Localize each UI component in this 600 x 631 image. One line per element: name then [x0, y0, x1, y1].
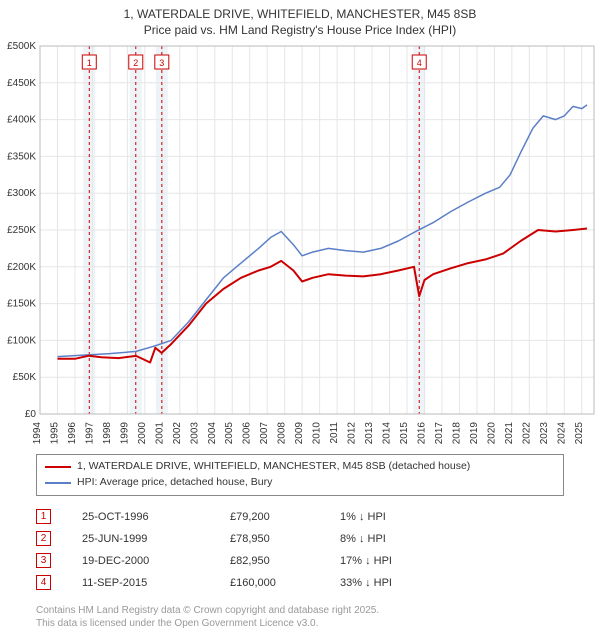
- legend-label-price-paid: 1, WATERDALE DRIVE, WHITEFIELD, MANCHEST…: [77, 459, 470, 475]
- events-table: 125-OCT-1996£79,2001% ↓ HPI225-JUN-1999£…: [36, 506, 564, 594]
- svg-text:2009: 2009: [294, 422, 305, 445]
- legend-label-hpi: HPI: Average price, detached house, Bury: [77, 475, 272, 491]
- svg-text:2023: 2023: [539, 422, 550, 445]
- event-date: 25-OCT-1996: [82, 511, 230, 523]
- svg-text:£150K: £150K: [7, 299, 36, 310]
- chart-area: £0 £50K £100K £150K £200K £250K £300K £350K £400…: [0, 38, 600, 448]
- event-price: £82,950: [230, 555, 340, 567]
- svg-text:2015: 2015: [399, 422, 410, 445]
- svg-text:£400K: £400K: [7, 115, 36, 126]
- footer-line2: This data is licensed under the Open Gov…: [36, 617, 564, 631]
- svg-text:4: 4: [417, 58, 422, 68]
- svg-text:2006: 2006: [242, 422, 253, 445]
- footer-line1: Contains HM Land Registry data © Crown c…: [36, 604, 564, 618]
- event-marker: 4: [36, 575, 51, 590]
- event-marker: 1: [36, 509, 51, 524]
- svg-text:1998: 1998: [102, 422, 113, 445]
- legend-swatch-price-paid: [45, 466, 71, 468]
- svg-text:1997: 1997: [84, 422, 95, 445]
- svg-text:2020: 2020: [486, 422, 497, 445]
- svg-text:1999: 1999: [119, 422, 130, 445]
- svg-text:2012: 2012: [347, 422, 358, 445]
- svg-text:2019: 2019: [469, 422, 480, 445]
- footer-attribution: Contains HM Land Registry data © Crown c…: [36, 604, 564, 631]
- event-date: 11-SEP-2015: [82, 577, 230, 589]
- event-marker: 2: [36, 531, 51, 546]
- svg-text:£50K: £50K: [13, 373, 37, 384]
- svg-text:2003: 2003: [189, 422, 200, 445]
- event-delta: 8% ↓ HPI: [340, 533, 460, 545]
- event-delta: 1% ↓ HPI: [340, 511, 460, 523]
- event-date: 19-DEC-2000: [82, 555, 230, 567]
- svg-text:2004: 2004: [207, 422, 218, 445]
- svg-text:1996: 1996: [67, 422, 78, 445]
- svg-text:2016: 2016: [416, 422, 427, 445]
- svg-text:2024: 2024: [556, 422, 567, 445]
- svg-text:2010: 2010: [312, 422, 323, 445]
- svg-text:2000: 2000: [137, 422, 148, 445]
- svg-text:2014: 2014: [382, 422, 393, 445]
- legend-swatch-hpi: [45, 482, 71, 484]
- svg-text:2017: 2017: [434, 422, 445, 445]
- svg-text:2007: 2007: [259, 422, 270, 445]
- legend-item-price-paid: 1, WATERDALE DRIVE, WHITEFIELD, MANCHEST…: [45, 459, 555, 475]
- svg-text:2002: 2002: [172, 422, 183, 445]
- svg-text:1995: 1995: [49, 422, 60, 445]
- event-row: 3 19-DEC-2000£82,95017% ↓ HPI: [36, 550, 564, 572]
- event-row: 1 25-OCT-1996£79,2001% ↓ HPI: [36, 506, 564, 528]
- legend: 1, WATERDALE DRIVE, WHITEFIELD, MANCHEST…: [36, 454, 564, 496]
- chart-title: 1, WATERDALE DRIVE, WHITEFIELD, MANCHEST…: [0, 0, 600, 38]
- svg-text:2011: 2011: [329, 422, 340, 444]
- event-marker: 3: [36, 553, 51, 568]
- event-price: £79,200: [230, 511, 340, 523]
- svg-text:£300K: £300K: [7, 189, 36, 200]
- svg-text:£100K: £100K: [7, 336, 36, 347]
- svg-text:2008: 2008: [277, 422, 288, 445]
- svg-text:2021: 2021: [504, 422, 515, 445]
- event-row: 4 11-SEP-2015£160,00033% ↓ HPI: [36, 572, 564, 594]
- svg-text:£350K: £350K: [7, 152, 36, 163]
- svg-text:2001: 2001: [154, 422, 165, 445]
- svg-text:2013: 2013: [364, 422, 375, 445]
- svg-text:£0: £0: [25, 409, 37, 420]
- event-row: 2 25-JUN-1999£78,9508% ↓ HPI: [36, 528, 564, 550]
- event-date: 25-JUN-1999: [82, 533, 230, 545]
- svg-text:£200K: £200K: [7, 262, 36, 273]
- legend-item-hpi: HPI: Average price, detached house, Bury: [45, 475, 555, 491]
- svg-text:2018: 2018: [451, 422, 462, 445]
- line-chart: £0 £50K £100K £150K £200K £250K £300K £350K £400…: [0, 38, 600, 448]
- event-delta: 17% ↓ HPI: [340, 555, 460, 567]
- svg-text:3: 3: [159, 58, 164, 68]
- title-line1: 1, WATERDALE DRIVE, WHITEFIELD, MANCHEST…: [0, 6, 600, 22]
- event-delta: 33% ↓ HPI: [340, 577, 460, 589]
- svg-text:£500K: £500K: [7, 41, 36, 52]
- svg-text:£250K: £250K: [7, 225, 36, 236]
- svg-text:2005: 2005: [224, 422, 235, 445]
- event-price: £160,000: [230, 577, 340, 589]
- svg-text:£450K: £450K: [7, 78, 36, 89]
- svg-text:2025: 2025: [574, 422, 585, 445]
- svg-text:2: 2: [133, 58, 138, 68]
- event-price: £78,950: [230, 533, 340, 545]
- svg-text:1994: 1994: [32, 422, 43, 445]
- title-line2: Price paid vs. HM Land Registry's House …: [0, 22, 600, 38]
- svg-text:1: 1: [87, 58, 92, 68]
- svg-text:2022: 2022: [521, 422, 532, 445]
